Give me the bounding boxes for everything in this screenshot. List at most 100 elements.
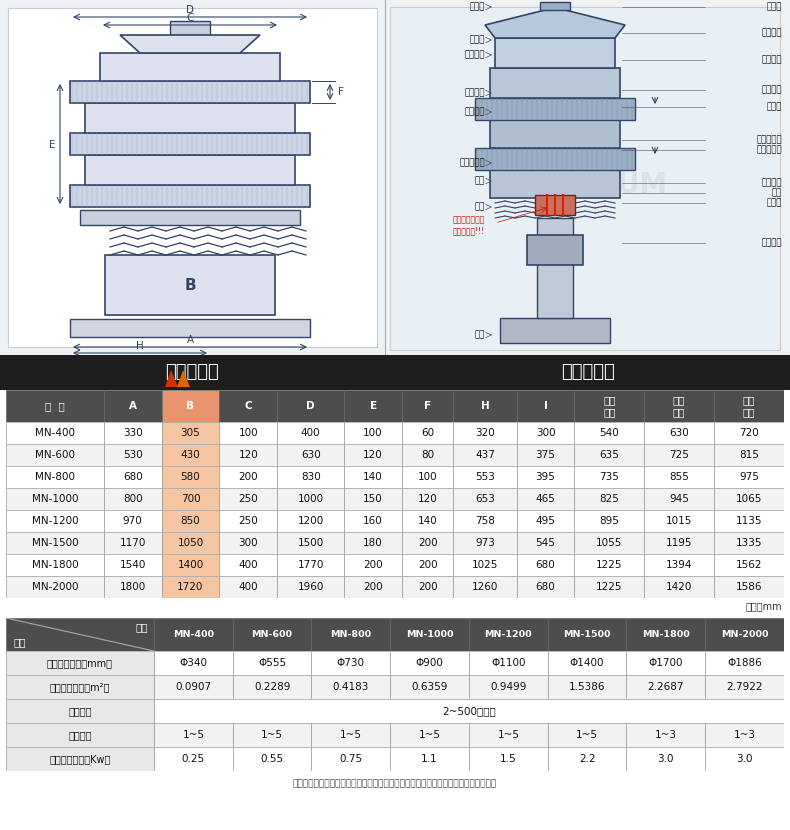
Bar	[170, 21, 210, 35]
Text: 140: 140	[418, 516, 438, 526]
Bar	[644, 444, 714, 466]
Text: 底部框架: 底部框架	[465, 108, 485, 116]
Text: 筛网法兰: 筛网法兰	[762, 85, 782, 95]
Text: H: H	[136, 341, 144, 351]
Bar	[6, 444, 103, 466]
Text: 0.2289: 0.2289	[254, 682, 290, 692]
Bar	[277, 422, 344, 444]
Text: 825: 825	[600, 494, 619, 504]
Text: 680: 680	[122, 472, 142, 482]
Bar	[162, 576, 220, 598]
Bar	[277, 554, 344, 576]
Polygon shape	[120, 35, 260, 53]
Text: 653: 653	[475, 494, 495, 504]
Text: 430: 430	[181, 450, 201, 460]
Bar	[402, 390, 453, 422]
Text: 筛机层数: 筛机层数	[68, 730, 92, 740]
Bar	[705, 747, 784, 771]
Text: 一层
高度: 一层 高度	[603, 395, 615, 417]
Bar	[705, 618, 784, 651]
Text: 项目: 项目	[14, 637, 27, 647]
Text: Φ900: Φ900	[416, 658, 443, 668]
Bar	[103, 466, 162, 488]
Bar	[390, 675, 469, 699]
Bar	[714, 422, 784, 444]
Bar	[85, 103, 295, 133]
Bar	[644, 510, 714, 532]
Bar	[705, 651, 784, 675]
Text: MN-2000: MN-2000	[720, 630, 769, 639]
Bar	[162, 488, 220, 510]
Text: 1225: 1225	[596, 560, 623, 570]
Bar	[490, 120, 620, 148]
Bar	[6, 723, 154, 747]
Bar	[714, 444, 784, 466]
Bar	[277, 488, 344, 510]
Bar	[6, 747, 154, 771]
Text: 型  号: 型 号	[45, 401, 65, 411]
Text: MN-2000: MN-2000	[32, 582, 78, 592]
Bar	[6, 510, 103, 532]
Text: B: B	[184, 277, 196, 292]
Bar	[162, 422, 220, 444]
Bar	[453, 488, 517, 510]
Text: 压紧环: 压紧环	[469, 36, 485, 45]
Text: 200: 200	[418, 538, 438, 548]
Bar	[6, 532, 103, 554]
Bar	[220, 576, 277, 598]
Text: 720: 720	[739, 428, 759, 438]
Text: 60: 60	[421, 428, 435, 438]
Bar	[6, 488, 103, 510]
Bar	[517, 576, 574, 598]
Bar	[103, 422, 162, 444]
Text: 1420: 1420	[666, 582, 692, 592]
Bar	[469, 618, 547, 651]
Text: MN-1800: MN-1800	[32, 560, 78, 570]
Bar	[527, 235, 583, 265]
Bar	[402, 444, 453, 466]
Bar	[500, 318, 610, 343]
Bar	[475, 148, 635, 170]
Bar	[574, 510, 644, 532]
Text: 945: 945	[669, 494, 689, 504]
Text: 530: 530	[122, 450, 142, 460]
Text: 160: 160	[363, 516, 383, 526]
Text: 二层
高度: 二层 高度	[673, 395, 686, 417]
Text: 850: 850	[181, 516, 201, 526]
Bar	[390, 651, 469, 675]
Text: 球形清洁板: 球形清洁板	[756, 135, 782, 144]
Bar	[453, 554, 517, 576]
Text: 437: 437	[475, 450, 495, 460]
Text: 300: 300	[536, 428, 555, 438]
Text: Φ1886: Φ1886	[728, 658, 762, 668]
Text: 3.0: 3.0	[736, 754, 753, 764]
Text: 200: 200	[363, 582, 383, 592]
Text: 1015: 1015	[666, 516, 692, 526]
Text: 1000: 1000	[298, 494, 324, 504]
Bar	[574, 390, 644, 422]
Text: 120: 120	[418, 494, 438, 504]
Text: 630: 630	[301, 450, 321, 460]
Bar	[103, 576, 162, 598]
Bar	[705, 723, 784, 747]
Text: 735: 735	[600, 472, 619, 482]
Bar	[220, 466, 277, 488]
Bar	[547, 675, 626, 699]
Text: Φ730: Φ730	[337, 658, 365, 668]
Bar	[402, 488, 453, 510]
Text: 0.6359: 0.6359	[412, 682, 448, 692]
Text: 1~5: 1~5	[182, 730, 205, 740]
Text: Φ1100: Φ1100	[491, 658, 525, 668]
Text: MN-600: MN-600	[252, 630, 292, 639]
Bar	[574, 488, 644, 510]
Text: 1562: 1562	[735, 560, 762, 570]
Text: 0.0907: 0.0907	[175, 682, 212, 692]
Bar	[162, 444, 220, 466]
Bar	[644, 466, 714, 488]
Bar	[574, 554, 644, 576]
Text: 120: 120	[239, 450, 258, 460]
Bar	[277, 444, 344, 466]
Bar	[70, 319, 310, 337]
Bar	[70, 81, 310, 103]
Text: 815: 815	[739, 450, 759, 460]
